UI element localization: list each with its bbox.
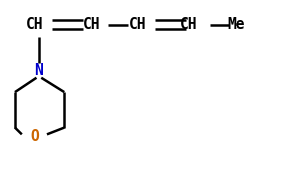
Text: O: O (30, 129, 39, 144)
Text: N: N (34, 64, 43, 78)
Text: CH: CH (129, 17, 146, 32)
Text: Me: Me (228, 17, 245, 32)
Text: CH: CH (83, 17, 100, 32)
Text: CH: CH (26, 17, 43, 32)
Text: CH: CH (180, 17, 197, 32)
